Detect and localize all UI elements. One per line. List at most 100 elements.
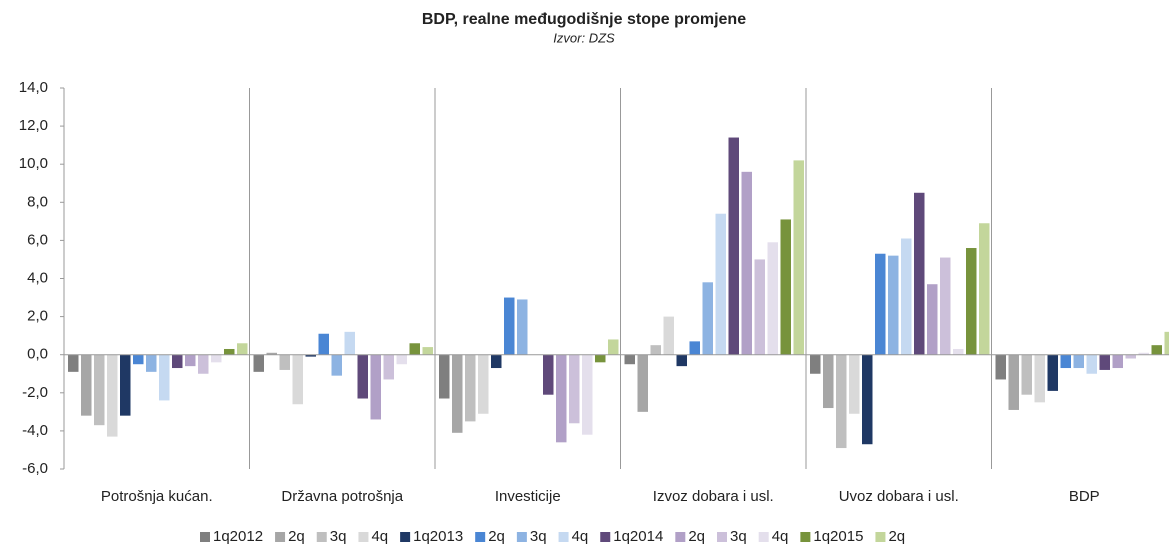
legend-label: 2q <box>488 528 505 545</box>
bar <box>862 354 873 445</box>
bar <box>1112 354 1123 369</box>
bar <box>465 354 476 422</box>
bar <box>409 343 420 355</box>
legend-swatch <box>516 532 527 542</box>
bar <box>582 354 593 435</box>
bar <box>396 354 407 365</box>
y-tick-label: -2,0 <box>22 384 48 401</box>
bar <box>422 347 433 355</box>
y-tick-label: -4,0 <box>22 422 48 439</box>
bar <box>370 354 381 420</box>
legend-label: 3q <box>330 528 347 545</box>
bar <box>1060 354 1071 369</box>
bar <box>1151 345 1162 355</box>
bar <box>1073 354 1084 369</box>
x-tick-label: Izvoz dobara i usl. <box>653 488 774 505</box>
legend-label: 2q <box>888 528 905 545</box>
bar <box>383 354 394 380</box>
legend-label: 3q <box>530 528 547 545</box>
bar <box>198 354 209 374</box>
x-tick-label: Državna potrošnja <box>281 488 403 505</box>
bar <box>608 339 619 355</box>
bar <box>927 284 938 355</box>
legend-label: 2q <box>688 528 705 545</box>
legend-label: 4q <box>772 528 789 545</box>
bar <box>1099 354 1110 370</box>
legend-swatch <box>600 532 611 542</box>
legend-swatch <box>475 532 486 542</box>
x-tick-label: Investicije <box>495 488 561 505</box>
bar <box>556 354 567 443</box>
legend-swatch <box>400 532 411 542</box>
bar <box>292 354 303 405</box>
bar <box>715 213 726 355</box>
bar <box>741 171 752 355</box>
bar <box>172 354 183 369</box>
y-tick-label: 12,0 <box>19 117 48 134</box>
legend-swatch <box>358 532 369 542</box>
bar <box>689 341 700 355</box>
bar <box>875 253 886 355</box>
bar <box>543 354 554 395</box>
bar <box>979 223 990 355</box>
y-tick-label: 14,0 <box>19 79 48 96</box>
bar <box>676 354 687 367</box>
bar <box>569 354 580 424</box>
bar <box>1034 354 1045 403</box>
legend-label: 1q2014 <box>613 528 663 545</box>
legend-swatch <box>275 532 286 542</box>
bar <box>318 333 329 355</box>
bar <box>702 282 713 355</box>
bar <box>914 192 925 355</box>
legend-swatch <box>675 532 686 542</box>
legend-swatch <box>316 532 327 542</box>
y-tick-label: 6,0 <box>27 231 48 248</box>
legend-swatch <box>800 532 811 542</box>
bar <box>663 316 674 355</box>
bar <box>305 354 316 357</box>
legend-label: 1q2013 <box>413 528 463 545</box>
bar <box>849 354 860 414</box>
bar <box>1047 354 1058 391</box>
bar <box>780 219 791 355</box>
legend-label: 2q <box>288 528 305 545</box>
legend-swatch <box>758 532 769 542</box>
x-tick-label: BDP <box>1069 488 1100 505</box>
bar <box>331 354 342 376</box>
y-tick-label: 4,0 <box>27 269 48 286</box>
y-tick-label: 0,0 <box>27 346 48 363</box>
bar <box>517 299 528 355</box>
bar <box>146 354 157 372</box>
bar <box>504 297 515 355</box>
legend-label: 1q2015 <box>813 528 863 545</box>
bar <box>237 343 248 355</box>
bar <box>836 354 847 449</box>
bar <box>491 354 502 369</box>
legend-label: 4q <box>572 528 589 545</box>
bar <box>728 137 739 355</box>
bar <box>754 259 765 355</box>
bar <box>94 354 105 426</box>
y-tick-label: 8,0 <box>27 193 48 210</box>
bar <box>1125 354 1136 359</box>
bar <box>120 354 131 416</box>
bar <box>452 354 463 433</box>
bar <box>107 354 118 437</box>
bar <box>266 352 277 355</box>
bar <box>1021 354 1032 395</box>
bar <box>1008 354 1019 410</box>
chart-title: BDP, realne međugodišnje stope promjene <box>422 11 746 28</box>
bar <box>1164 331 1169 355</box>
bar <box>767 242 778 355</box>
legend-label: 3q <box>730 528 747 545</box>
x-tick-label: Potrošnja kućan. <box>101 488 213 505</box>
legend-swatch <box>717 532 727 542</box>
bar <box>224 348 235 355</box>
bar <box>624 354 635 365</box>
bar <box>185 354 196 367</box>
bar <box>1138 352 1149 355</box>
legend-label: 1q2012 <box>213 528 263 545</box>
y-tick-label: -6,0 <box>22 460 48 477</box>
bar <box>637 354 648 412</box>
